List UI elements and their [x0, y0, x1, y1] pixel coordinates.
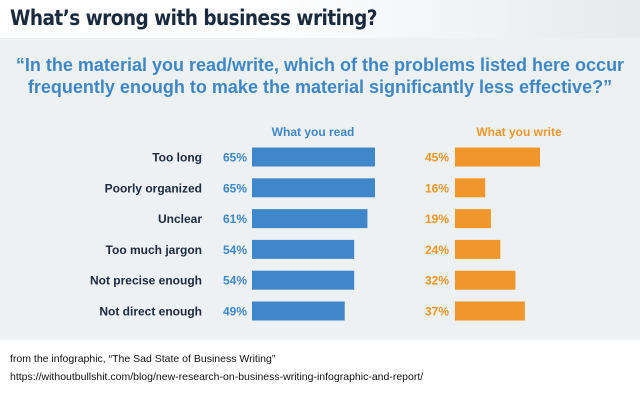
data-label-write: 32%	[425, 274, 449, 288]
data-label-write: 24%	[425, 243, 449, 257]
category-label: Unclear	[158, 212, 202, 226]
bar-read	[252, 301, 345, 321]
page-title: What’s wrong with business writing?	[10, 6, 378, 30]
data-label-write: 19%	[425, 212, 449, 226]
bar-write	[455, 147, 540, 167]
category-label: Too much jargon	[106, 243, 202, 257]
bar-write	[455, 301, 525, 321]
survey-question: “In the material you read/write, which o…	[0, 54, 640, 98]
category-label: Not direct enough	[99, 305, 202, 319]
bar-read	[252, 178, 375, 198]
data-label-read: 54%	[223, 243, 247, 257]
question-line-1: “In the material you read/write, which o…	[15, 55, 625, 75]
category-label: Not precise enough	[90, 274, 202, 288]
bar-read	[252, 239, 355, 259]
data-label-read: 65%	[223, 151, 247, 165]
data-label-read: 61%	[223, 212, 247, 226]
bar-write	[455, 270, 516, 290]
bar-write	[455, 209, 491, 229]
bar-read	[252, 147, 375, 167]
bar-chart: What you read What you write Too long 65% 45…	[90, 125, 562, 321]
data-label-write: 16%	[425, 181, 449, 195]
data-label-write: 37%	[425, 305, 449, 319]
source-url[interactable]: https://withoutbullshit.com/blog/new-res…	[10, 371, 424, 383]
source-credit: from the infographic, “The Sad State of …	[10, 353, 276, 365]
category-label: Too long	[152, 151, 202, 165]
data-label-read: 54%	[223, 274, 247, 288]
bar-write	[455, 239, 501, 259]
title-band: What’s wrong with business writing?	[0, 0, 640, 38]
data-label-read: 65%	[223, 181, 247, 195]
source-footer: from the infographic, “The Sad State of …	[10, 350, 423, 386]
bar-read	[252, 209, 368, 229]
category-label: Poorly organized	[105, 181, 202, 195]
data-label-write: 45%	[425, 151, 449, 165]
series-header-read: What you read	[272, 125, 355, 139]
bar-read	[252, 270, 355, 290]
question-line-2: frequently enough to make the material s…	[27, 77, 613, 97]
data-label-read: 49%	[223, 305, 247, 319]
bar-write	[455, 178, 486, 198]
series-header-write: What you write	[476, 125, 562, 139]
